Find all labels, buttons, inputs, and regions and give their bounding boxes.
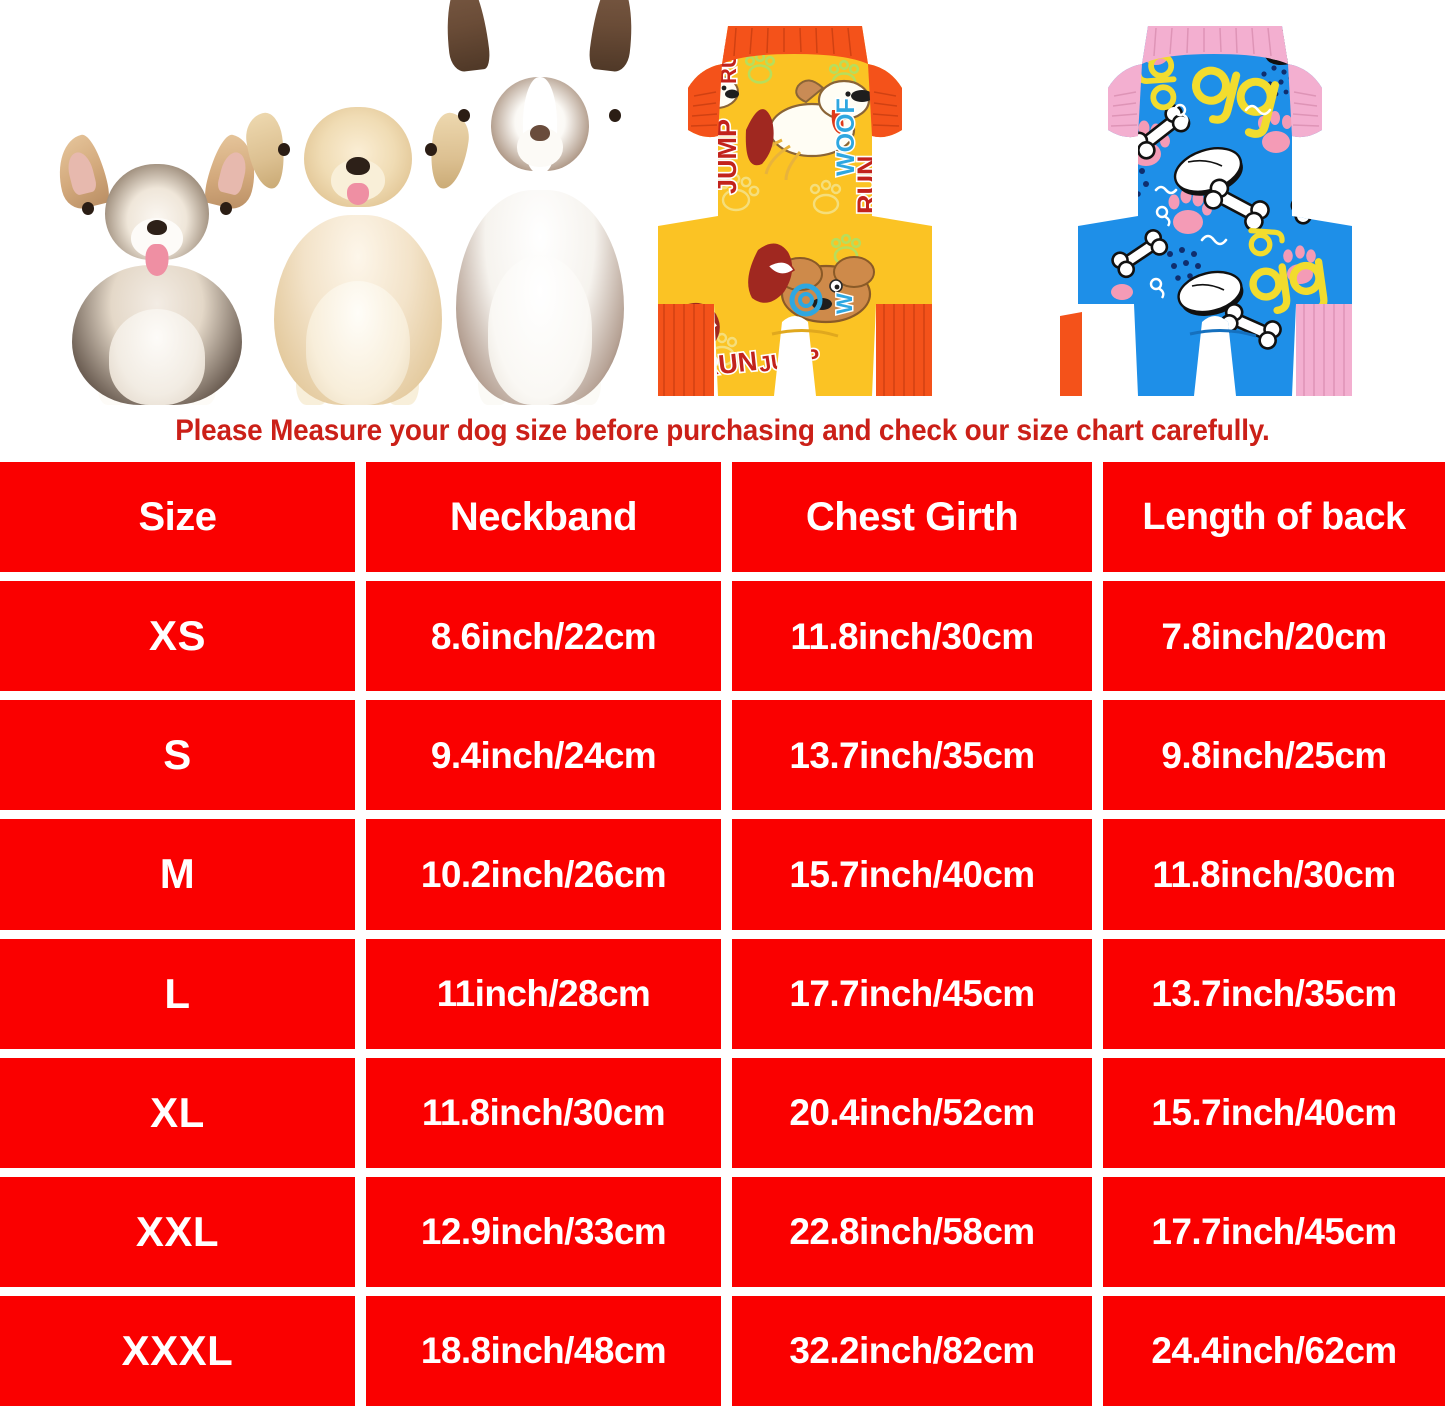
border-collie-puppy-photo — [432, 0, 647, 405]
yellow-dog-pajama-photo: JUMP JUMP RUN RUN RUN JUMP RUN WOOF W — [640, 4, 950, 396]
collie-eye-right — [609, 109, 621, 122]
table-row: XL 11.8inch/30cm 20.4inch/52cm 15.7inch/… — [0, 1057, 1445, 1168]
cell-size: L — [0, 938, 355, 1049]
cell-length-of-back: 7.8inch/20cm — [1103, 581, 1445, 692]
cell-chest-girth: 32.2inch/82cm — [732, 1295, 1092, 1406]
table-row: M 10.2inch/26cm 15.7inch/40cm 11.8inch/3… — [0, 819, 1445, 930]
cell-neckband: 9.4inch/24cm — [366, 700, 721, 811]
cell-size: M — [0, 819, 355, 930]
cell-size: XXL — [0, 1176, 355, 1287]
cell-neckband: 12.9inch/33cm — [366, 1176, 721, 1287]
cell-length-of-back: 13.7inch/35cm — [1103, 938, 1445, 1049]
size-chart-table: Size Neckband Chest Girth Length of back… — [0, 462, 1445, 1406]
svg-text:W: W — [832, 293, 857, 314]
cell-size: XS — [0, 581, 355, 692]
blue-dog-pajama-photo — [1060, 4, 1370, 396]
golden-eye-right — [425, 143, 437, 156]
header-cell-size: Size — [0, 462, 355, 573]
table-row: L 11inch/28cm 17.7inch/45cm 13.7inch/35c… — [0, 938, 1445, 1049]
header-cell-chest-girth: Chest Girth — [732, 462, 1092, 573]
cell-length-of-back: 17.7inch/45cm — [1103, 1176, 1445, 1287]
golden-eye-left — [278, 143, 290, 156]
corgi-eye-left — [82, 202, 94, 215]
measure-notice-text: Please Measure your dog size before purc… — [175, 414, 1270, 447]
cell-length-of-back: 9.8inch/25cm — [1103, 700, 1445, 811]
cell-chest-girth: 11.8inch/30cm — [732, 581, 1092, 692]
cell-chest-girth: 20.4inch/52cm — [732, 1057, 1092, 1168]
collie-nose — [529, 125, 550, 141]
table-row: S 9.4inch/24cm 13.7inch/35cm 9.8inch/25c… — [0, 700, 1445, 811]
cell-chest-girth: 17.7inch/45cm — [732, 938, 1092, 1049]
cell-neckband: 11inch/28cm — [366, 938, 721, 1049]
cell-size: S — [0, 700, 355, 811]
corgi-ear-left — [49, 131, 113, 213]
size-chart-header-row: Size Neckband Chest Girth Length of back — [0, 462, 1445, 573]
cell-size: XL — [0, 1057, 355, 1168]
golden-retriever-puppy-photo — [242, 85, 473, 405]
corgi-nose — [147, 220, 167, 235]
cell-neckband: 10.2inch/26cm — [366, 819, 721, 930]
collie-eye-left — [458, 109, 470, 122]
cell-chest-girth: 15.7inch/40cm — [732, 819, 1092, 930]
svg-text:WOOF: WOOF — [832, 98, 860, 176]
cell-length-of-back: 15.7inch/40cm — [1103, 1057, 1445, 1168]
product-hero-image: JUMP JUMP RUN RUN RUN JUMP RUN WOOF W — [0, 0, 1445, 405]
corgi-puppy-photo — [49, 131, 265, 405]
golden-tongue — [346, 183, 369, 205]
cell-chest-girth: 22.8inch/58cm — [732, 1176, 1092, 1287]
header-cell-neckband: Neckband — [366, 462, 721, 573]
cell-length-of-back: 11.8inch/30cm — [1103, 819, 1445, 930]
table-row: XXL 12.9inch/33cm 22.8inch/58cm 17.7inch… — [0, 1176, 1445, 1287]
cell-chest-girth: 13.7inch/35cm — [732, 700, 1092, 811]
corgi-chest — [109, 309, 205, 405]
hero-stage: JUMP JUMP RUN RUN RUN JUMP RUN WOOF W — [0, 0, 1445, 405]
header-cell-length-of-back: Length of back — [1103, 462, 1445, 573]
collie-ear-left — [440, 0, 492, 74]
golden-nose — [345, 157, 370, 175]
golden-chest — [305, 281, 410, 405]
cell-size: XXXL — [0, 1295, 355, 1406]
table-row: XXXL 18.8inch/48cm 32.2inch/82cm 24.4inc… — [0, 1295, 1445, 1406]
cell-neckband: 8.6inch/22cm — [366, 581, 721, 692]
cell-neckband: 18.8inch/48cm — [366, 1295, 721, 1406]
corgi-tongue — [145, 244, 169, 276]
table-row: XS 8.6inch/22cm 11.8inch/30cm 7.8inch/20… — [0, 581, 1445, 692]
collie-chest — [487, 255, 592, 405]
cell-neckband: 11.8inch/30cm — [366, 1057, 721, 1168]
measure-notice: Please Measure your dog size before purc… — [0, 405, 1445, 457]
collie-ear-right — [587, 0, 639, 74]
cell-length-of-back: 24.4inch/62cm — [1103, 1295, 1445, 1406]
corgi-eye-right — [220, 202, 232, 215]
